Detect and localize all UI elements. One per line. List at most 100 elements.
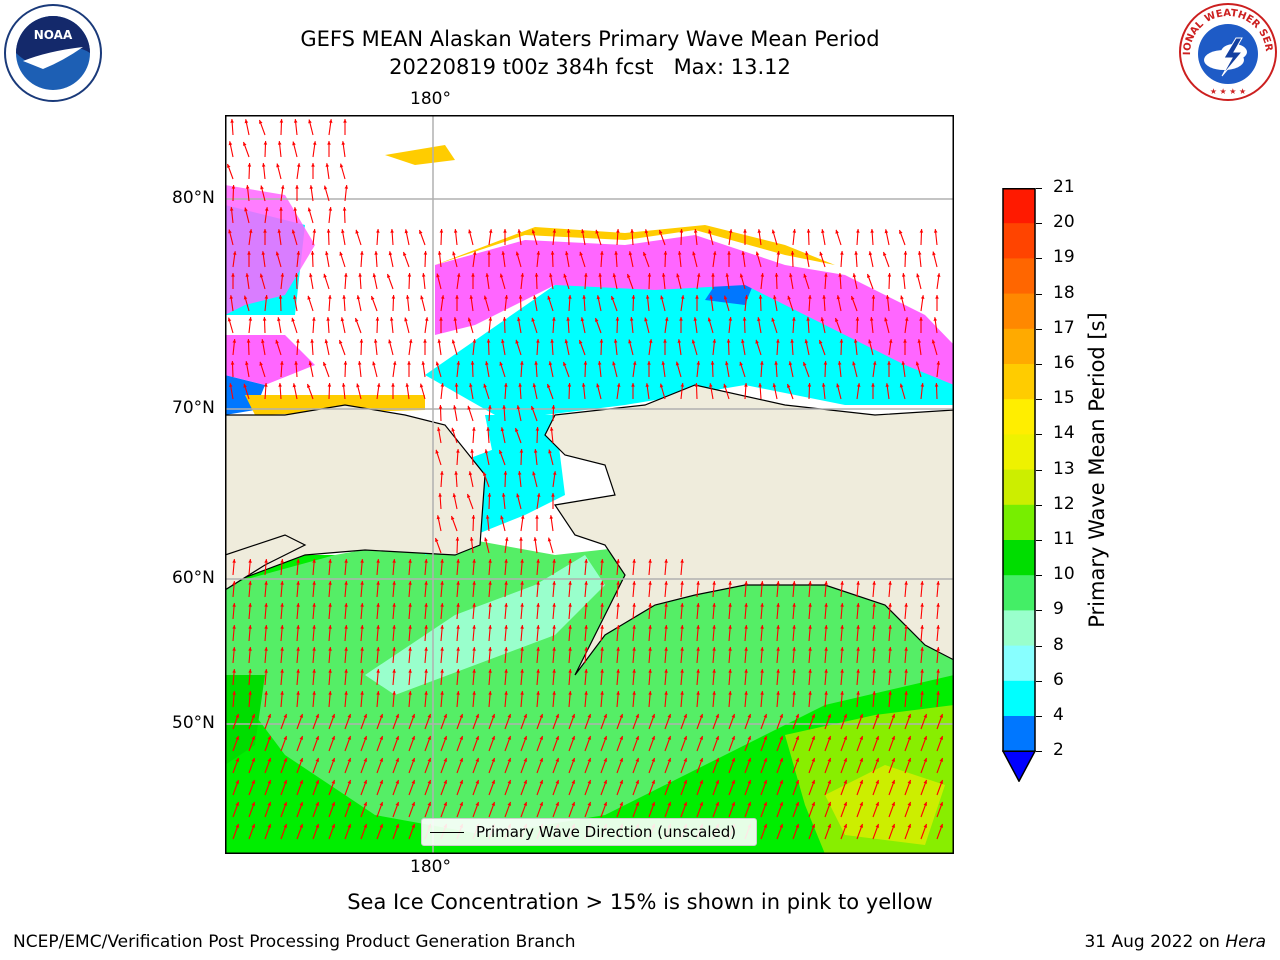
wave-direction-arrowhead bbox=[933, 317, 938, 321]
wave-direction-arrowhead bbox=[356, 383, 360, 388]
wave-direction-arrowhead bbox=[664, 317, 669, 321]
wave-direction-arrowhead bbox=[645, 383, 650, 387]
wave-direction-arrowhead bbox=[299, 824, 303, 828]
wave-direction-arrowhead bbox=[424, 669, 428, 673]
wave-direction-arrowhead bbox=[824, 669, 828, 673]
wave-direction-arrowhead bbox=[552, 581, 556, 585]
colorbar-tick-label: 11 bbox=[1053, 529, 1075, 549]
wave-direction-arrowhead bbox=[388, 251, 393, 256]
lat-label-50n: 50°N bbox=[172, 713, 215, 733]
wave-direction-arrowhead bbox=[888, 581, 892, 585]
wave-direction-arrowhead bbox=[568, 603, 572, 607]
wave-direction-arrowhead bbox=[683, 802, 687, 806]
wave-direction-arrowhead bbox=[404, 317, 408, 322]
wave-direction-arrowhead bbox=[568, 691, 572, 695]
wave-direction-arrowhead bbox=[547, 295, 551, 300]
wave-direction-arrowhead bbox=[923, 824, 927, 828]
wave-direction-arrowhead bbox=[616, 669, 620, 673]
wave-direction-arrowhead bbox=[699, 714, 703, 718]
wave-direction-arrowhead bbox=[344, 273, 348, 277]
wave-direction-arrowhead bbox=[923, 736, 927, 740]
wave-direction-arrowhead bbox=[232, 339, 237, 343]
wave-direction-arrowhead bbox=[327, 141, 331, 145]
wave-direction-arrowhead bbox=[884, 229, 889, 234]
wave-direction-arrowhead bbox=[372, 273, 377, 278]
wave-direction-arrowhead bbox=[251, 714, 255, 718]
colorbar-segment bbox=[1003, 716, 1035, 752]
wave-direction-arrowhead bbox=[311, 163, 315, 167]
wave-direction-arrowhead bbox=[262, 317, 267, 321]
wave-direction-arrowhead bbox=[363, 714, 367, 718]
wave-direction-arrowhead bbox=[292, 383, 297, 388]
wave-direction-arrowhead bbox=[920, 295, 925, 299]
wave-direction-arrowhead bbox=[699, 802, 703, 806]
wave-direction-arrowhead bbox=[741, 251, 746, 255]
wave-direction-arrowhead bbox=[936, 647, 940, 651]
wave-direction-arrowhead bbox=[470, 361, 475, 365]
wave-direction-arrowhead bbox=[472, 647, 476, 651]
wave-direction-arrowhead bbox=[251, 824, 255, 828]
wave-direction-arrowhead bbox=[614, 251, 618, 255]
wave-direction-arrowhead bbox=[631, 295, 636, 299]
wave-direction-arrowhead bbox=[742, 317, 747, 321]
wave-direction-arrowhead bbox=[360, 603, 364, 607]
wave-direction-arrowhead bbox=[708, 229, 712, 234]
colorbar-under-triangle bbox=[1002, 750, 1036, 782]
sea-ice-note: Sea Ice Concentration > 15% is shown in … bbox=[0, 890, 1280, 914]
wave-direction-arrowhead bbox=[280, 603, 284, 607]
wave-direction-arrowhead bbox=[235, 758, 239, 762]
wave-direction-arrowhead bbox=[277, 229, 282, 233]
wave-direction-arrowhead bbox=[420, 295, 424, 300]
wave-direction-arrowhead bbox=[504, 603, 508, 607]
wave-direction-arrowhead bbox=[792, 229, 797, 233]
wave-direction-arrowhead bbox=[440, 691, 444, 695]
wave-direction-arrowhead bbox=[616, 383, 621, 387]
wave-direction-arrowhead bbox=[859, 802, 863, 806]
wave-direction-arrowhead bbox=[728, 647, 732, 651]
wave-direction-arrowhead bbox=[232, 691, 236, 695]
wave-direction-arrowhead bbox=[596, 295, 601, 300]
wave-direction-arrowhead bbox=[296, 339, 300, 343]
wave-direction-arrowhead bbox=[725, 273, 730, 277]
wave-direction-arrowhead bbox=[936, 273, 941, 277]
wave-direction-arrowhead bbox=[567, 383, 572, 387]
colorbar-tick-mark bbox=[1036, 716, 1042, 717]
wave-direction-arrowhead bbox=[519, 449, 524, 453]
colorbar-tick-label: 20 bbox=[1053, 212, 1075, 233]
wave-direction-arrowhead bbox=[936, 603, 940, 607]
wave-direction-arrowhead bbox=[856, 581, 860, 585]
wave-direction-arrowhead bbox=[568, 625, 572, 629]
wave-direction-arrowhead bbox=[515, 339, 519, 344]
wave-direction-arrowhead bbox=[744, 691, 748, 695]
wave-direction-arrowhead bbox=[651, 736, 655, 740]
colorbar-segment bbox=[1003, 610, 1035, 647]
wave-direction-arrowhead bbox=[583, 361, 588, 365]
colorbar-tick-label: 2 bbox=[1053, 740, 1064, 761]
wave-direction-arrowhead bbox=[792, 647, 796, 651]
wave-direction-arrowhead bbox=[884, 317, 888, 322]
wave-direction-arrowhead bbox=[867, 274, 871, 278]
wave-direction-arrowhead bbox=[659, 383, 664, 388]
wave-direction-arrowhead bbox=[443, 780, 447, 784]
wave-direction-arrowhead bbox=[438, 405, 443, 409]
colorbar-tick-mark bbox=[1036, 540, 1042, 541]
wave-direction-arrowhead bbox=[788, 361, 793, 366]
colorbar-tick-label: 8 bbox=[1053, 634, 1064, 655]
wave-direction-arrowhead bbox=[469, 383, 473, 388]
wave-direction-arrowhead bbox=[709, 295, 714, 299]
wave-direction-arrowhead bbox=[628, 251, 633, 256]
wave-direction-arrowhead bbox=[840, 669, 844, 673]
wave-direction-arrowhead bbox=[758, 295, 763, 299]
wave-direction-arrowhead bbox=[279, 119, 284, 123]
wave-direction-arrowhead bbox=[491, 802, 495, 806]
wave-direction-arrowhead bbox=[871, 295, 876, 299]
wave-direction-arrowhead bbox=[267, 780, 271, 784]
wave-direction-arrowhead bbox=[296, 251, 301, 255]
wave-direction-arrowhead bbox=[824, 273, 828, 277]
wave-direction-arrowhead bbox=[859, 758, 863, 762]
wave-direction-arrowhead bbox=[259, 361, 263, 366]
wave-direction-arrowhead bbox=[323, 273, 327, 278]
wave-direction-arrowhead bbox=[520, 515, 525, 519]
wave-direction-arrowhead bbox=[275, 251, 280, 256]
wave-direction-arrowhead bbox=[804, 339, 809, 344]
